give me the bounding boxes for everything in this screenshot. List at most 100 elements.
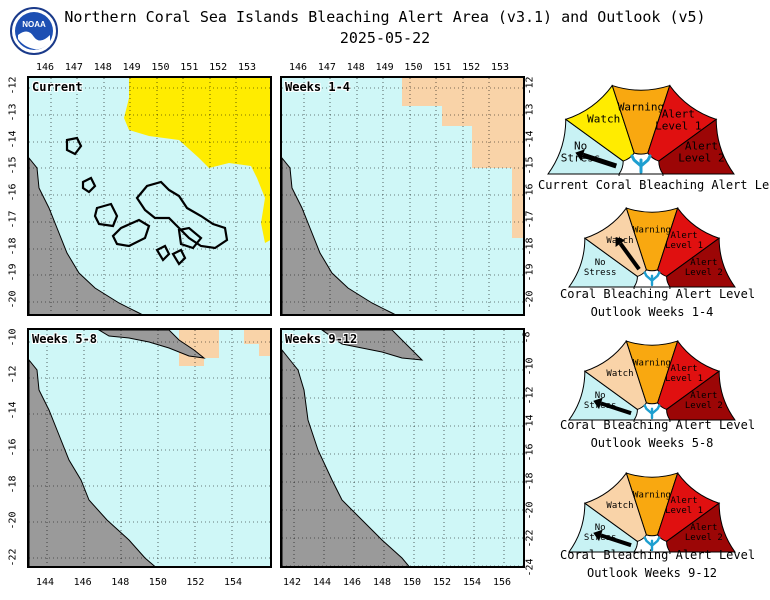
land-new-guinea bbox=[321, 330, 424, 361]
gauge-level-label: Warning bbox=[633, 491, 671, 501]
tick-label: 152 bbox=[209, 62, 228, 73]
tick-label: -20 bbox=[7, 511, 19, 530]
tick-label: 154 bbox=[224, 577, 243, 588]
tick-label: 147 bbox=[64, 62, 83, 73]
tick-label: 152 bbox=[433, 577, 452, 588]
tick-label: 146 bbox=[289, 62, 308, 73]
gauge-arrow bbox=[575, 149, 585, 161]
tick-label: 146 bbox=[343, 577, 362, 588]
tick-label: 150 bbox=[151, 62, 170, 73]
watch-outlook-area bbox=[179, 330, 219, 366]
map-panel-weeks-5-8: Weeks 5-8 bbox=[27, 328, 272, 568]
coral-icon bbox=[643, 271, 661, 287]
tick-label: -14 bbox=[7, 401, 19, 420]
land-mainland bbox=[282, 349, 410, 566]
watch-outlook-area bbox=[402, 78, 523, 238]
tick-label: -19 bbox=[7, 263, 19, 282]
gauge-level-label: Watch bbox=[606, 501, 633, 511]
gauge-caption: Outlook Weeks 9-12 bbox=[586, 566, 718, 580]
graticule bbox=[29, 330, 270, 566]
tick-label: -16 bbox=[524, 183, 536, 202]
tick-label: -17 bbox=[524, 210, 536, 229]
tick-label: -8 bbox=[521, 331, 533, 344]
gauge-level-label: Alert Level 1 bbox=[665, 496, 703, 516]
tick-label: 144 bbox=[36, 577, 55, 588]
tick-label: -10 bbox=[7, 328, 19, 347]
gauge-segment bbox=[666, 502, 736, 553]
tick-label: -10 bbox=[524, 357, 536, 376]
noaa-logo-text: NOAA bbox=[22, 20, 46, 29]
gauge-caption: Coral Bleaching Alert Level bbox=[560, 287, 756, 301]
gauge-level-label: Alert Level 1 bbox=[655, 108, 701, 133]
tick-label: -18 bbox=[524, 236, 536, 256]
tick-label: -12 bbox=[524, 76, 536, 95]
tick-label: 150 bbox=[404, 62, 423, 73]
tick-label: -16 bbox=[7, 438, 19, 457]
tick-label: 156 bbox=[493, 577, 512, 588]
graticule bbox=[282, 78, 523, 314]
gauge-segment bbox=[666, 237, 736, 288]
graticule bbox=[282, 330, 523, 566]
land-mainland bbox=[29, 359, 156, 566]
tick-label: -22 bbox=[7, 548, 19, 567]
gauge-arrow bbox=[593, 529, 603, 542]
gauge-level-label: Watch bbox=[606, 369, 633, 379]
tick-label: -12 bbox=[524, 385, 536, 405]
tick-label: -24 bbox=[524, 558, 536, 577]
tick-label: -14 bbox=[524, 414, 536, 433]
gauge-level-label: Alert Level 1 bbox=[665, 364, 703, 384]
tick-label: -13 bbox=[524, 103, 536, 122]
gauge-caption: Outlook Weeks 1-4 bbox=[590, 305, 714, 319]
gauge-caption: Outlook Weeks 5-8 bbox=[590, 436, 714, 450]
noaa-logo: NOAA bbox=[10, 7, 58, 55]
gauge-caption: Coral Bleaching Alert Level bbox=[560, 548, 756, 562]
tick-label: -15 bbox=[7, 156, 19, 175]
coral-icon bbox=[630, 154, 652, 174]
tick-label: -17 bbox=[7, 210, 19, 229]
gauge-level-label: Alert Level 2 bbox=[685, 258, 723, 278]
graticule bbox=[29, 78, 270, 314]
tick-label: 151 bbox=[180, 62, 199, 73]
panel-label-weeks-9-12: Weeks 9-12 bbox=[285, 332, 358, 346]
tick-label: 148 bbox=[346, 62, 365, 73]
tick-label: -15 bbox=[524, 156, 536, 175]
gauge-level-label: Alert Level 2 bbox=[685, 523, 723, 543]
tick-label: -14 bbox=[7, 129, 19, 149]
tick-label: -20 bbox=[524, 290, 536, 309]
tick-label: -18 bbox=[7, 236, 19, 256]
tick-label: 146 bbox=[36, 62, 55, 73]
tick-label: 152 bbox=[462, 62, 481, 73]
gauge-segment bbox=[666, 370, 736, 421]
watch-area bbox=[124, 78, 270, 243]
tick-label: -20 bbox=[524, 500, 536, 520]
gauge-level-label: Alert Level 2 bbox=[685, 391, 723, 411]
tick-label: -12 bbox=[7, 76, 19, 95]
tick-label: -22 bbox=[524, 529, 536, 548]
panel-label-weeks-5-8: Weeks 5-8 bbox=[32, 332, 98, 346]
tick-label: 152 bbox=[186, 577, 205, 588]
gauge-caption: Coral Bleaching Alert Level bbox=[560, 418, 756, 432]
gauge-arrow bbox=[615, 237, 626, 248]
tick-label: 151 bbox=[433, 62, 452, 73]
land-new-guinea bbox=[98, 330, 206, 359]
panel-label-current: Current bbox=[32, 80, 83, 94]
tick-label: -12 bbox=[7, 365, 19, 384]
tick-label: 149 bbox=[375, 62, 394, 73]
tick-label: 147 bbox=[317, 62, 336, 73]
map-date: 2025-05-22 bbox=[339, 29, 431, 47]
gauge-level-label: Warning bbox=[618, 101, 664, 114]
tick-label: 148 bbox=[111, 577, 130, 588]
tick-label: -20 bbox=[7, 290, 19, 309]
map-panel-weeks-9-12: Weeks 9-12 bbox=[280, 328, 525, 568]
gauge-arrow bbox=[593, 397, 603, 410]
tick-label: -18 bbox=[7, 475, 19, 494]
tick-label: 142 bbox=[283, 577, 302, 588]
tick-label: -13 bbox=[7, 103, 19, 122]
tick-label: -16 bbox=[7, 183, 19, 202]
gauge-level-label: Alert Level 2 bbox=[678, 139, 724, 164]
